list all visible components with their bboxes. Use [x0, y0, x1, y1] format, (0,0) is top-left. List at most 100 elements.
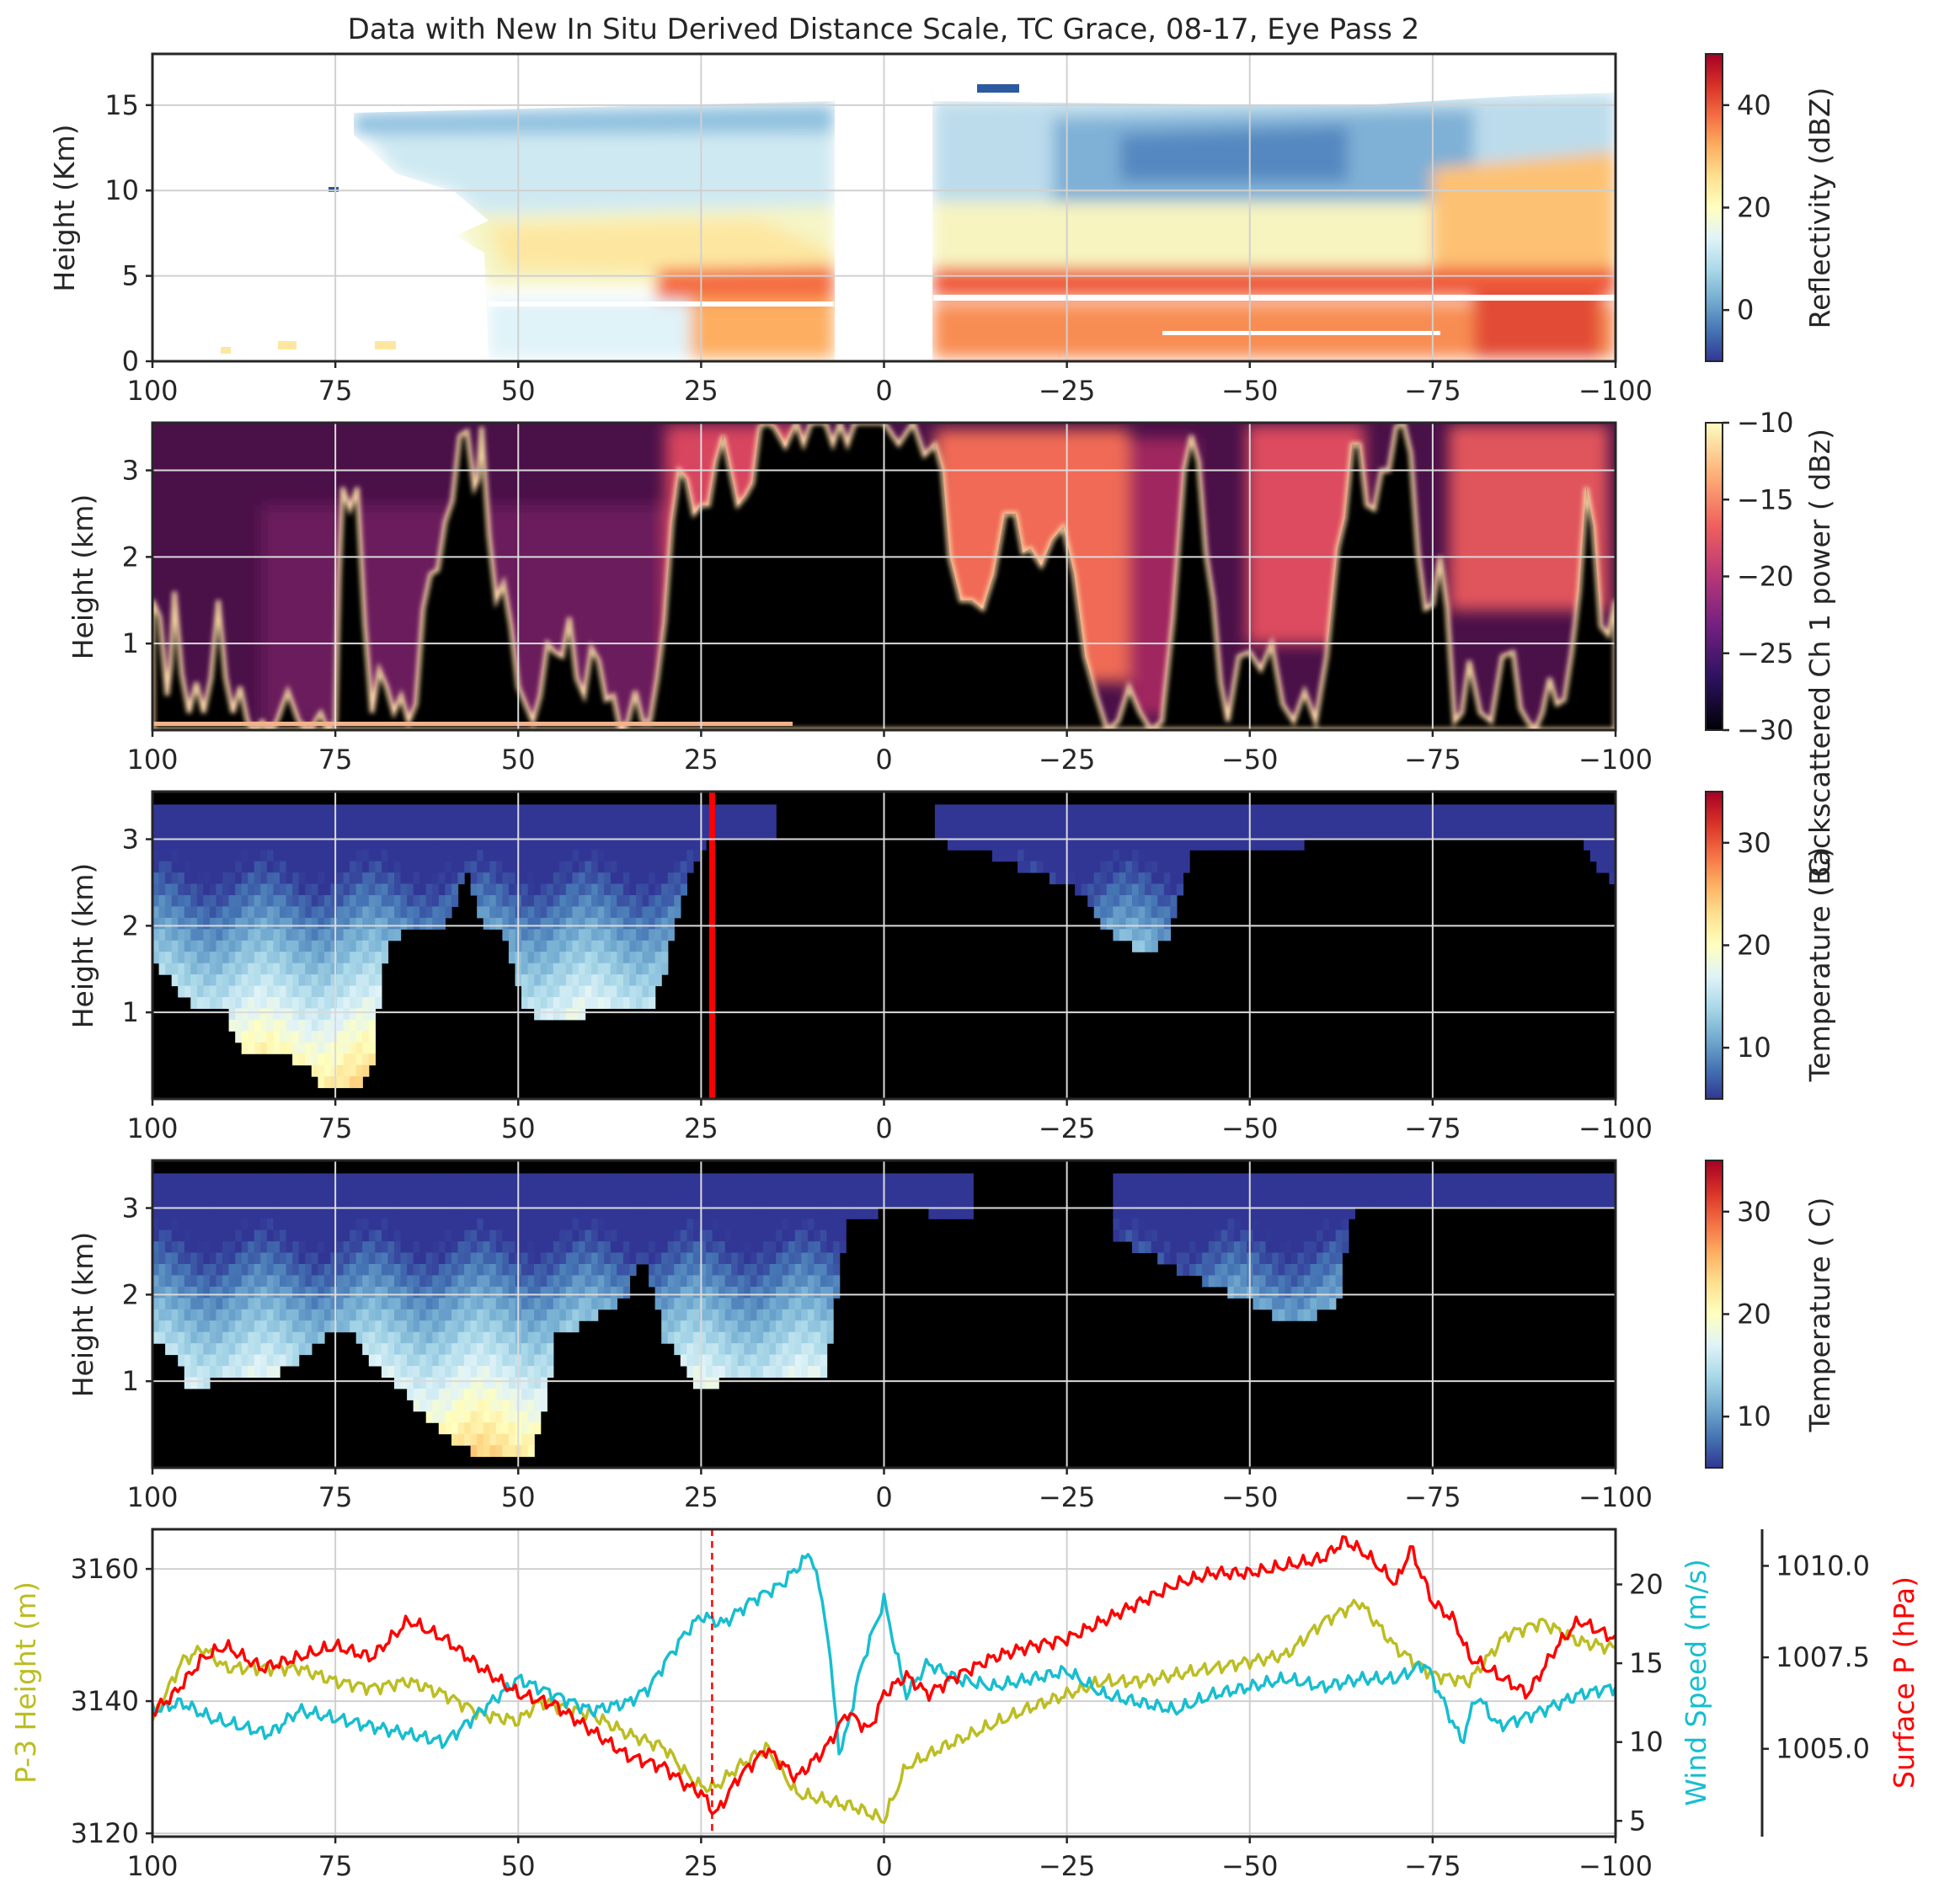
temperature-cell — [266, 850, 275, 862]
temperature-cell — [629, 1219, 637, 1231]
temperature-cell — [1501, 1196, 1509, 1208]
temperature-cell — [1113, 872, 1120, 885]
temperature-cell — [699, 1377, 707, 1389]
temperature-cell — [833, 1219, 841, 1231]
temperature-cell — [1087, 804, 1095, 817]
temperature-cell — [184, 1252, 191, 1265]
temperature-cell — [527, 1219, 535, 1231]
temperature-cell — [649, 974, 656, 987]
temperature-cell — [801, 1343, 809, 1356]
temperature-cell — [547, 985, 554, 998]
temperature-cell — [286, 963, 293, 975]
temperature-cell — [769, 1219, 777, 1231]
temperature-cell — [178, 850, 185, 862]
temperature-cell — [292, 940, 300, 952]
temperature-cell — [292, 838, 300, 851]
backscatter-cloud-edge — [152, 423, 1616, 730]
temperature-cell — [1259, 1184, 1267, 1197]
temperature-cell — [413, 804, 420, 817]
temperature-cell — [579, 1008, 586, 1021]
temperature-cell — [470, 1366, 478, 1378]
temperature-cell — [826, 1184, 834, 1197]
temperature-cell — [1023, 850, 1031, 862]
temperature-cell — [572, 1252, 580, 1265]
temperature-cell — [470, 1252, 478, 1265]
temperature-cell — [1418, 815, 1426, 828]
temperature-cell — [425, 1252, 433, 1265]
temperature-cell — [1310, 804, 1317, 817]
temperature-cell — [553, 1229, 560, 1242]
temperature-cell — [438, 827, 446, 840]
temperature-cell — [756, 827, 764, 840]
temperature-cell — [375, 1343, 382, 1356]
temperature-cell — [273, 895, 280, 907]
temperature-cell — [565, 883, 574, 896]
temperature-cell — [292, 929, 300, 941]
temperature-cell — [407, 1286, 414, 1299]
temperature-cell — [1113, 883, 1120, 896]
temperature-cell — [953, 815, 961, 828]
temperature-cell — [266, 861, 275, 873]
temperature-cell — [184, 1207, 191, 1219]
temperature-cell — [235, 804, 243, 817]
temperature-cell — [1348, 1196, 1355, 1208]
temperature-cell — [559, 1219, 567, 1231]
temperature-cell — [248, 1207, 255, 1219]
temperature-cell — [330, 974, 338, 987]
temperature-cell — [1195, 1252, 1203, 1265]
temperature-cell — [622, 974, 631, 987]
temperature-cell — [477, 1196, 484, 1208]
temperature-cell — [1151, 804, 1158, 817]
temperature-cell — [305, 1343, 312, 1356]
temperature-cell — [718, 1207, 726, 1219]
temperature-cell — [1227, 815, 1235, 828]
temperature-cell — [1348, 827, 1355, 840]
temperature-cell — [565, 929, 574, 941]
temperature-cell — [661, 861, 669, 873]
temperature-cell — [483, 883, 490, 896]
temperature-cell — [1310, 815, 1317, 828]
temperature-cell — [158, 872, 166, 885]
temperature-cell — [636, 1173, 644, 1186]
temperature-cell — [948, 838, 955, 851]
temperature-cell — [355, 963, 363, 975]
temperature-cell — [692, 1320, 701, 1333]
temperature-cell — [1596, 1184, 1604, 1197]
temperature-cell — [1189, 804, 1197, 817]
temperature-cell — [1437, 1184, 1445, 1197]
temperature-cell — [248, 1173, 255, 1186]
temperature-cell — [1170, 827, 1178, 840]
xticks-panel2: 100 75 50 25 0 −25 −50 −75 −100 — [126, 730, 1653, 776]
temperature-cell — [706, 1275, 713, 1288]
temperature-cell — [1093, 804, 1101, 817]
temperature-cell — [521, 1207, 529, 1219]
temperature-cell — [318, 1298, 325, 1310]
temperature-cell — [419, 1377, 427, 1389]
temperature-cell — [1176, 1184, 1184, 1197]
temperature-cell — [921, 1196, 929, 1208]
temperature-cell — [158, 929, 166, 941]
temperature-cell — [508, 815, 516, 828]
temperature-cell — [477, 1377, 484, 1389]
temperature-cell — [470, 1264, 478, 1276]
temperature-cell — [235, 1286, 243, 1299]
temperature-cell — [934, 804, 943, 817]
temperature-cell — [782, 1184, 789, 1197]
temperature-cell — [1183, 1207, 1190, 1219]
temperature-cell — [540, 963, 548, 975]
temperature-cell — [286, 827, 293, 840]
temperature-cell — [203, 997, 211, 1009]
temperature-cell — [495, 1445, 503, 1458]
temperature-cell — [1119, 929, 1127, 941]
temperature-cell — [1317, 1275, 1324, 1288]
temperature-cell — [343, 1207, 350, 1219]
temperature-cell — [750, 827, 758, 840]
x-tick-label: 25 — [684, 1112, 718, 1144]
temperature-cell — [661, 929, 669, 941]
temperature-cell — [394, 917, 402, 930]
temperature-cell — [934, 1184, 943, 1197]
temperature-cell — [724, 1207, 732, 1219]
y-tick-label: 3 — [122, 455, 139, 487]
temperature-cell — [235, 929, 243, 941]
temperature-cell — [1183, 1196, 1190, 1208]
